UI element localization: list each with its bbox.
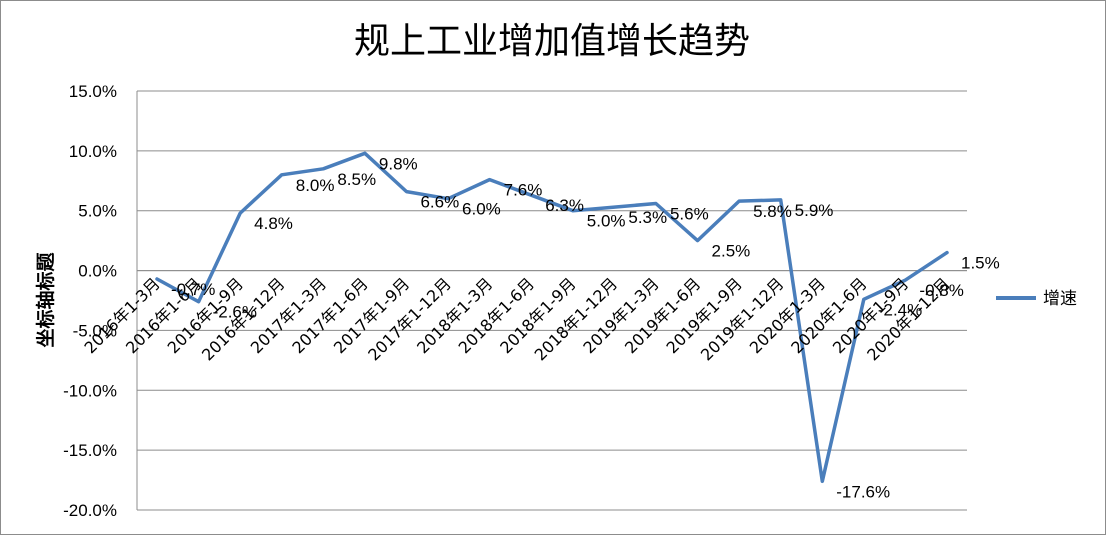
data-label: 8.5% [337, 170, 376, 189]
y-axis-title: 坐标轴标题 [34, 252, 57, 347]
y-tick-label: 10.0% [69, 142, 117, 161]
data-label: 1.5% [961, 254, 1000, 273]
series-line-zengsu [155, 151, 949, 484]
data-labels: -0.7% -2.6% 4.8%8.0% 8.5%9.8% 6.6% 6.0%7.6%6.… [171, 154, 1000, 501]
legend: 增速 [996, 289, 1077, 309]
data-label: -17.6% [836, 482, 890, 501]
y-tick-label: 0.0% [78, 262, 117, 281]
data-label: 6.3% [545, 196, 584, 215]
data-label: 4.8% [254, 214, 293, 233]
y-tick-label: -20.0% [63, 501, 117, 520]
data-label: 5.6% [670, 205, 709, 224]
y-tick-label: 5.0% [78, 202, 117, 221]
y-tick-label: -15.0% [63, 441, 117, 460]
data-label: -0.8% [919, 281, 963, 300]
data-label: 5.3% [628, 208, 667, 227]
y-tick-label: -5.0% [73, 321, 117, 340]
y-tick-label: -10.0% [63, 381, 117, 400]
data-label: 7.6% [504, 181, 543, 200]
data-label: 9.8% [379, 154, 418, 173]
y-axis-ticks: 15.0% 10.0% 5.0% 0.0% -5.0% -10.0% -15.0% -20.0… [63, 82, 117, 520]
legend-entry: 增速 [1043, 289, 1077, 309]
data-label: 5.8% [753, 202, 792, 221]
y-tick-label: 15.0% [69, 82, 117, 101]
data-label: 2.5% [712, 242, 751, 261]
data-label: 5.9% [795, 201, 834, 220]
data-label: 6.0% [462, 200, 501, 219]
data-label: -2.4% [878, 300, 922, 319]
data-label: 8.0% [296, 176, 335, 195]
series-line [155, 151, 949, 484]
chart-title: 规上工业增加值增长趋势 [354, 21, 750, 62]
data-label: -2.6% [213, 303, 257, 322]
data-label: 5.0% [587, 212, 626, 231]
data-label: -0.7% [171, 280, 215, 299]
data-label: 6.6% [420, 193, 459, 212]
